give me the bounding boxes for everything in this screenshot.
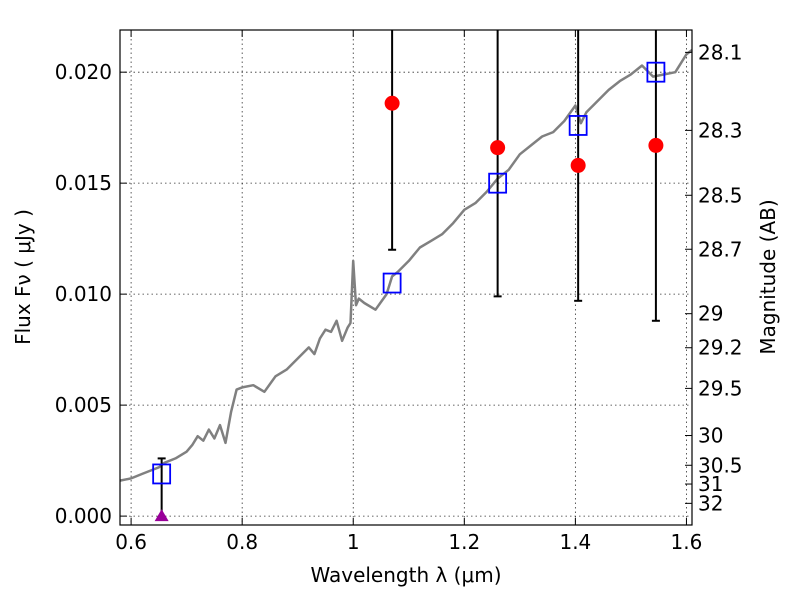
right-tick-label: 30.5 — [698, 453, 743, 477]
right-tick-label: 30 — [698, 424, 723, 448]
y-axis-label: Flux Fν ( μJy ) — [11, 209, 35, 345]
observed-flux-point — [648, 137, 664, 153]
x-tick-label: 0.8 — [226, 530, 258, 554]
x-tick-label: 1 — [347, 530, 360, 554]
plot-frame — [119, 29, 693, 526]
upper-limit-point — [154, 509, 169, 522]
model-photometry-point — [382, 272, 402, 294]
right-tick-label: 28.5 — [698, 183, 743, 207]
tick-layer: 0.6 0.8 1 1.2 1.4 1.6 0.000 0.005 0.010 0.015 0.02… — [55, 30, 743, 554]
right-tick-label: 29.2 — [698, 336, 743, 360]
right-tick-label: 32 — [698, 491, 723, 515]
model-photometry-point — [152, 463, 172, 485]
observed-flux-point — [384, 95, 400, 111]
right-tick-label: 28.3 — [698, 118, 743, 142]
right-tick-label: 29 — [698, 302, 723, 326]
y-tick-label: 0.010 — [55, 282, 112, 306]
marker-layer — [152, 61, 666, 522]
right-tick-label: 28.1 — [698, 40, 743, 64]
right-axis-label: Magnitude (AB) — [756, 199, 780, 354]
x-tick-label: 1.2 — [448, 530, 480, 554]
model-photometry-point — [568, 115, 588, 136]
x-tick-label: 1.6 — [671, 530, 703, 554]
y-tick-label: 0.020 — [55, 60, 112, 84]
y-tick-label: 0.015 — [55, 171, 112, 195]
series-layer — [119, 30, 693, 517]
model-photometry-point — [646, 61, 666, 83]
y-tick-label: 0.000 — [55, 504, 112, 528]
grid-layer — [120, 30, 692, 525]
observed-flux-point — [570, 157, 586, 173]
right-tick-label: 31 — [698, 472, 723, 496]
x-tick-label: 0.6 — [115, 530, 147, 554]
x-axis-label: Wavelength λ (μm) — [310, 563, 501, 587]
y-tick-label: 0.005 — [55, 393, 112, 417]
right-tick-label: 28.7 — [698, 237, 743, 261]
observed-flux-point — [490, 140, 506, 156]
spectrum-line — [119, 49, 693, 482]
right-tick-label: 29.5 — [698, 376, 743, 400]
x-tick-label: 1.4 — [559, 530, 591, 554]
model-photometry-point — [488, 172, 508, 194]
